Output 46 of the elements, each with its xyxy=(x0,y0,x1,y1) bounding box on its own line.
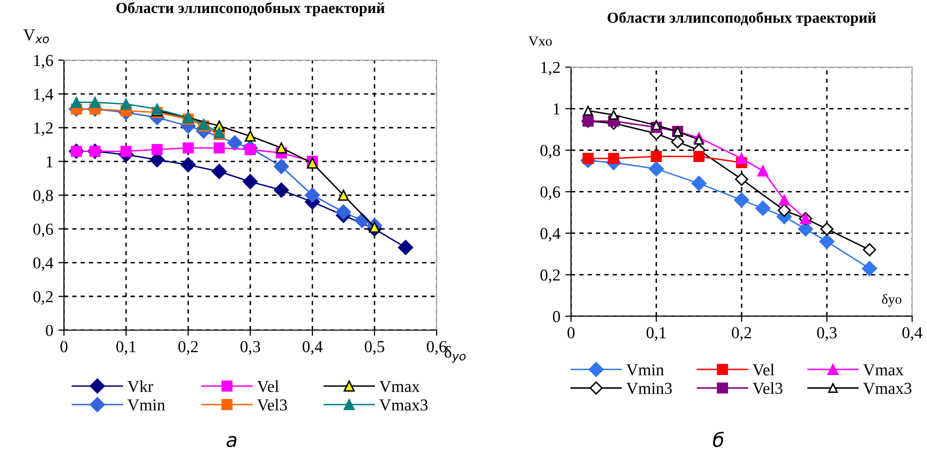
y-tick-label: 1,2 xyxy=(34,122,53,136)
x-tick-label: 0,2 xyxy=(732,327,752,341)
legend-label: Vmax3 xyxy=(379,399,428,411)
y-tick-label: 0,8 xyxy=(540,144,560,159)
legend-label: Vmin xyxy=(626,364,664,376)
y-tick-label: 0,4 xyxy=(33,257,54,271)
legend-label: Vel xyxy=(257,380,279,392)
y-tick-label: 0,2 xyxy=(33,291,53,305)
y-tick-label: 0,4 xyxy=(540,228,560,242)
legend-label: Vmax xyxy=(863,364,904,376)
y-axis-title: V$_{xo}$ xyxy=(23,29,49,44)
legend-label: Vmin3 xyxy=(626,382,672,394)
legend-label: Vmin xyxy=(128,399,166,411)
text: а xyxy=(226,436,236,448)
x-axis-title: δyo xyxy=(882,294,902,307)
legend-label: Vkr xyxy=(128,380,154,392)
text: б xyxy=(713,432,724,448)
legend-label: Vmax xyxy=(379,380,420,392)
y-tick-label: 1,4 xyxy=(34,88,54,102)
x-tick-label: 0,5 xyxy=(364,341,384,355)
y-tick-label: 0,2 xyxy=(540,269,560,284)
x-tick-label: 0 xyxy=(568,327,575,338)
legend-label: Vel xyxy=(752,364,774,376)
chart-title: Области эллипсоподобных траекторий xyxy=(116,2,385,16)
x-tick-label: 0 xyxy=(60,341,68,352)
x-tick-label: 0,3 xyxy=(240,341,260,355)
y-tick-label: 1,6 xyxy=(34,54,54,69)
legend-label: Vmax3 xyxy=(863,382,912,394)
y-tick-label: 0 xyxy=(552,310,560,322)
x-tick-label: 0,3 xyxy=(817,327,837,341)
x-tick-label: 0,4 xyxy=(902,327,922,341)
x-axis-title: δ$_{yo}$ xyxy=(444,346,466,363)
x-tick-label: 0,2 xyxy=(178,341,198,355)
y-tick-label: 0,8 xyxy=(33,190,53,204)
y-tick-label: 1,2 xyxy=(541,62,560,76)
y-tick-label: 0,6 xyxy=(33,224,54,238)
y-axis-title: Vxo xyxy=(528,36,552,46)
y-tick-label: 0,6 xyxy=(540,186,560,200)
x-tick-label: 0,1 xyxy=(646,327,666,341)
legend-label: Vel3 xyxy=(257,398,287,411)
y-tick-label: 1 xyxy=(554,103,560,114)
chart-title: Области эллипсоподобных траекторий xyxy=(608,12,876,26)
legend-label: Vel3 xyxy=(752,382,782,394)
x-tick-label: 0,4 xyxy=(302,341,323,355)
x-tick-label: 0,1 xyxy=(116,341,136,355)
y-tick-label: 1 xyxy=(46,156,53,168)
